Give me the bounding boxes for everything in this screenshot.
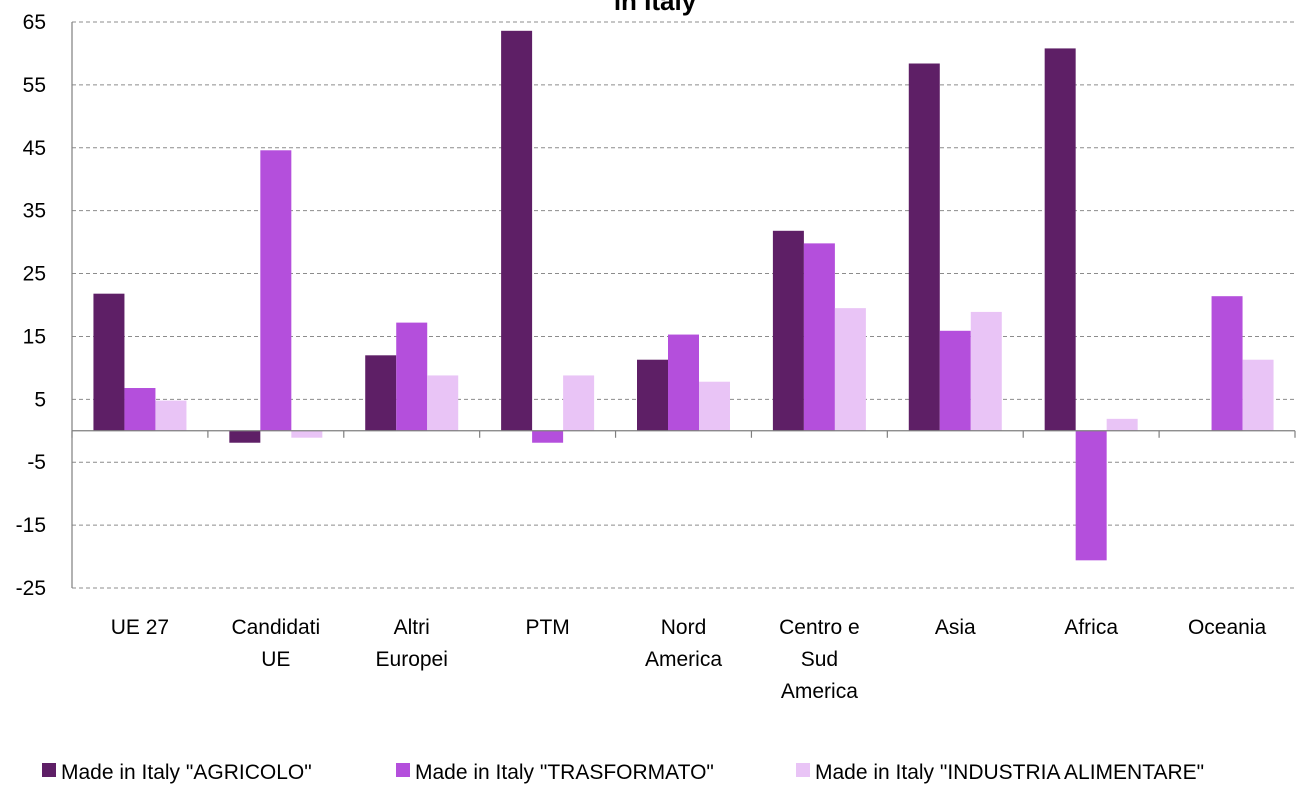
- y-tick-label: 45: [23, 137, 46, 160]
- y-tick-label: 55: [23, 74, 46, 97]
- x-category-label: America: [781, 680, 858, 703]
- bar: [699, 381, 730, 431]
- legend-swatch: [42, 763, 56, 777]
- x-category-label: Centro e: [779, 616, 860, 639]
- bar: [229, 430, 261, 443]
- bar: [637, 359, 668, 431]
- y-tick-label: -5: [27, 451, 46, 474]
- legend-swatch: [796, 763, 810, 777]
- axes: [71, 22, 1296, 588]
- chart-title: in Italy: [614, 0, 697, 16]
- y-tick-label: 25: [23, 263, 46, 286]
- bar: [427, 375, 459, 431]
- axis-labels: 65 55 45 35 25 15 5 -5 -15 -25 UE 27 Candidati UE Alt…: [16, 11, 1267, 703]
- x-category-label: America: [645, 648, 722, 671]
- x-category-label: Africa: [1064, 616, 1118, 639]
- bar: [291, 430, 323, 438]
- bar: [803, 243, 835, 431]
- bar: [1211, 296, 1243, 431]
- bar: [772, 230, 804, 431]
- x-category-label: Candidati: [231, 616, 320, 639]
- bar: [970, 311, 1002, 431]
- bar: [155, 400, 187, 431]
- bar: [365, 355, 397, 431]
- bar: [1106, 418, 1138, 431]
- legend: Made in Italy "AGRICOLO" Made in Italy "T…: [42, 761, 1204, 784]
- x-category-label: UE: [261, 648, 290, 671]
- bar: [93, 293, 125, 431]
- bar: [260, 150, 292, 431]
- y-tick-label: 35: [23, 200, 46, 223]
- x-category-label: Altri: [394, 616, 430, 639]
- bar: [939, 330, 971, 431]
- bar: [1044, 48, 1076, 431]
- x-category-label: UE 27: [111, 616, 169, 639]
- x-category-label: PTM: [525, 616, 569, 639]
- legend-label: Made in Italy "TRASFORMATO": [415, 761, 714, 784]
- x-category-label: Nord: [661, 616, 707, 639]
- bar: [124, 388, 156, 431]
- bars: [93, 30, 1274, 561]
- x-category-label: Sud: [801, 648, 838, 671]
- legend-label: Made in Italy "INDUSTRIA ALIMENTARE": [815, 761, 1204, 784]
- bar: [1075, 430, 1107, 561]
- legend-label: Made in Italy "AGRICOLO": [61, 761, 312, 784]
- y-tick-label: 65: [23, 11, 46, 34]
- bar: [908, 63, 940, 431]
- y-tick-label: -25: [16, 577, 46, 600]
- y-tick-label: 15: [23, 325, 46, 348]
- x-category-label: Europei: [376, 648, 448, 671]
- x-category-label: Asia: [935, 616, 976, 639]
- y-tick-label: 5: [34, 388, 46, 411]
- y-tick-label: -15: [16, 514, 46, 537]
- legend-swatch: [396, 763, 410, 777]
- bar: [834, 308, 866, 431]
- bar: [396, 322, 428, 431]
- x-category-label: Oceania: [1188, 616, 1267, 639]
- bar: [501, 30, 533, 431]
- gridlines: [72, 21, 1295, 589]
- bar: [532, 430, 564, 443]
- bar: [668, 334, 699, 431]
- bar: [1242, 359, 1274, 431]
- bar: [563, 375, 595, 431]
